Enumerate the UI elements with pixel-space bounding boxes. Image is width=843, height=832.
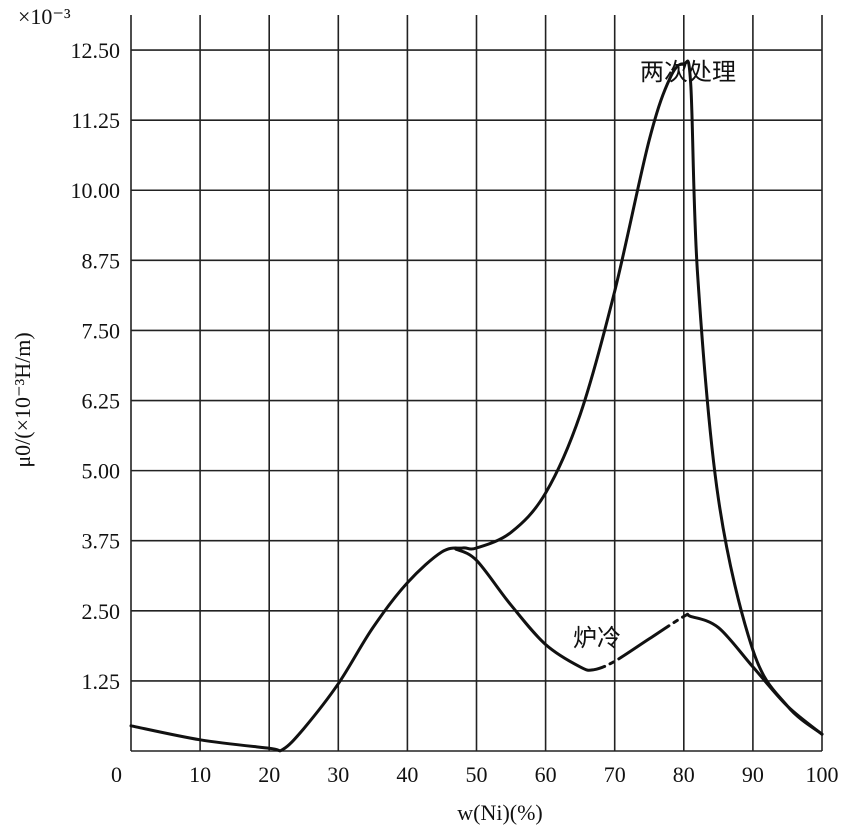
y-tick-label: 7.50	[82, 318, 121, 343]
y-tick-label: 3.75	[82, 529, 121, 554]
x-tick-label: 50	[466, 762, 488, 787]
series-line-furnace-cooled	[454, 547, 824, 736]
x-tick-labels: 0 10 20 30 40 50 60 70 80 90 100	[111, 762, 839, 787]
x-axis-label: w(Ni)(%)	[457, 800, 543, 825]
y-multiplier-label: ×10⁻³	[18, 4, 71, 29]
y-tick-labels: 1.25 2.50 3.75 5.00 6.25 7.50 8.75 10.00 11.25 12…	[71, 38, 121, 694]
y-gridlines	[131, 49, 822, 752]
y-tick-label: 5.00	[82, 459, 121, 484]
series-group	[129, 59, 824, 753]
x-tick-label: 0	[111, 762, 122, 787]
y-tick-label: 2.50	[82, 599, 121, 624]
x-tick-label: 40	[396, 762, 418, 787]
x-tick-label: 20	[258, 762, 280, 787]
y-tick-label: 1.25	[82, 669, 121, 694]
x-tick-label: 10	[189, 762, 211, 787]
y-axis-label: μ0/(×10⁻³H/m)	[10, 332, 35, 467]
y-tick-label: 6.25	[82, 389, 121, 414]
x-tick-label: 60	[535, 762, 557, 787]
x-tick-label: 80	[673, 762, 695, 787]
annotation-furnace-cooled: 炉冷	[573, 624, 621, 652]
x-tick-label: 100	[806, 762, 839, 787]
y-tick-label: 8.75	[82, 248, 121, 273]
y-tick-label: 10.00	[71, 178, 121, 203]
y-tick-label: 11.25	[71, 108, 120, 133]
series-line-two-treatments	[129, 59, 824, 753]
y-tick-label: 12.50	[71, 38, 121, 63]
x-gridlines	[130, 15, 823, 751]
x-tick-label: 30	[327, 762, 349, 787]
x-tick-label: 90	[742, 762, 764, 787]
x-tick-label: 70	[604, 762, 626, 787]
annotation-two-treatments: 两次处理	[640, 58, 736, 86]
